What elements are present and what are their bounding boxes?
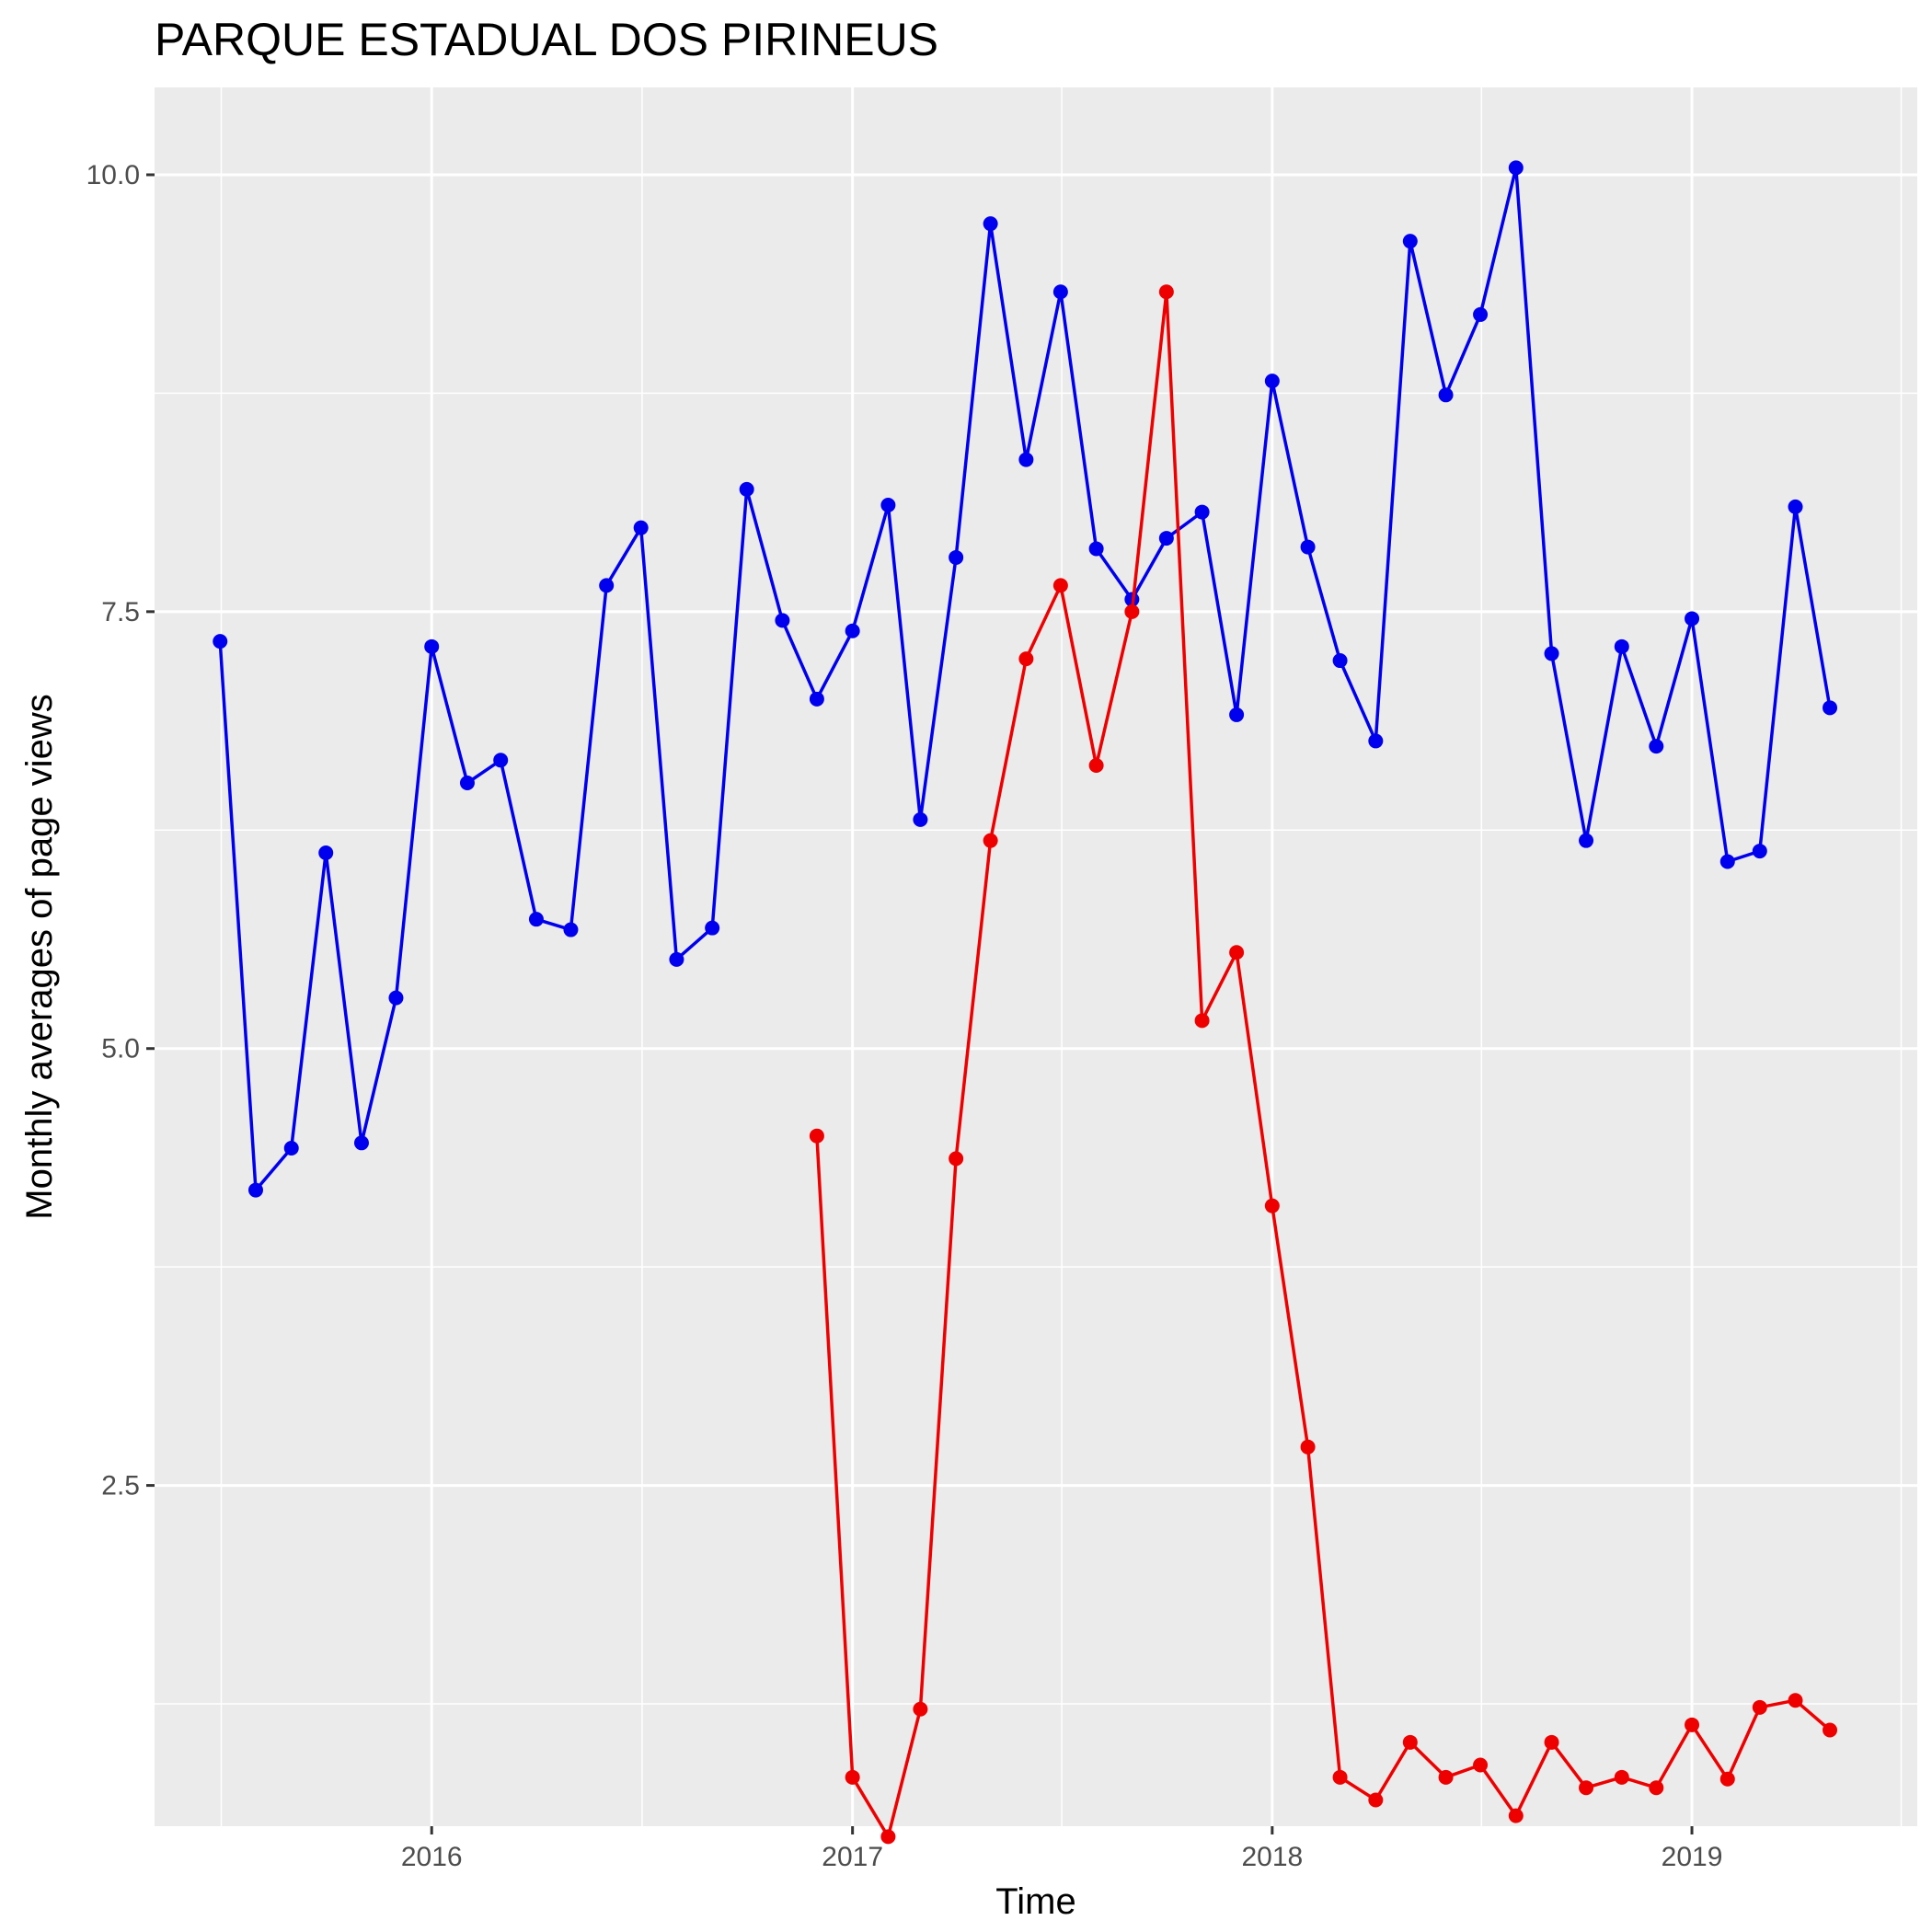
- series-1: [213, 160, 1838, 1198]
- data-point: [1788, 499, 1803, 514]
- data-point: [353, 1135, 369, 1151]
- data-point: [1719, 1771, 1735, 1787]
- data-point: [1332, 1769, 1348, 1785]
- data-point: [1368, 733, 1384, 749]
- x-tick-label: 2016: [401, 1842, 463, 1872]
- data-point: [845, 1769, 860, 1785]
- data-point: [809, 1128, 824, 1144]
- plot-panel: [155, 87, 1917, 1826]
- data-point: [1544, 1734, 1559, 1750]
- x-tick-label: 2017: [822, 1842, 883, 1872]
- data-point: [318, 845, 334, 860]
- data-point: [1752, 1699, 1767, 1715]
- y-tick-label: 2.5: [101, 1471, 140, 1501]
- data-point: [1614, 638, 1629, 654]
- data-point: [809, 691, 824, 707]
- data-point: [669, 951, 684, 967]
- series-layer: [213, 160, 1838, 1845]
- data-point: [1229, 945, 1245, 960]
- data-point: [633, 520, 649, 535]
- data-point: [1438, 387, 1454, 403]
- data-point: [913, 811, 928, 827]
- data-point: [1823, 1722, 1838, 1738]
- major-gridlines: [155, 87, 1917, 1826]
- data-point: [775, 613, 790, 628]
- data-point: [1473, 1757, 1489, 1773]
- data-point: [1052, 284, 1068, 300]
- data-point: [1685, 611, 1700, 627]
- data-point: [1264, 1198, 1280, 1213]
- axes-layer: 2.5 5.0 7.5 10.0 2016 2017 2018 2019: [86, 160, 1723, 1872]
- data-point: [1752, 844, 1767, 859]
- data-point: [880, 497, 896, 512]
- data-point: [1229, 707, 1245, 722]
- data-point: [388, 990, 404, 1006]
- data-point: [1685, 1717, 1700, 1732]
- data-point: [283, 1140, 299, 1156]
- data-point: [528, 912, 544, 927]
- data-point: [1264, 374, 1280, 389]
- data-point: [1402, 234, 1418, 249]
- data-point: [1300, 1439, 1316, 1455]
- data-point: [1508, 1808, 1524, 1823]
- data-point: [1544, 646, 1559, 661]
- data-point: [705, 920, 720, 936]
- data-point: [1018, 651, 1034, 667]
- y-axis-title: Monthly averages of page views: [19, 694, 60, 1219]
- data-point: [983, 216, 998, 232]
- data-point: [983, 833, 998, 848]
- minor-gridlines: [155, 87, 1917, 1826]
- data-point: [739, 481, 754, 497]
- data-point: [1508, 160, 1524, 176]
- y-tick-label: 10.0: [86, 160, 140, 190]
- x-tick-label: 2018: [1241, 1842, 1303, 1872]
- data-point: [1088, 541, 1104, 557]
- data-point: [1018, 452, 1034, 467]
- data-point: [880, 1829, 896, 1845]
- data-point: [1473, 306, 1489, 322]
- data-point: [247, 1182, 263, 1198]
- data-point: [1052, 578, 1068, 593]
- data-point: [1788, 1693, 1803, 1708]
- data-point: [1124, 604, 1140, 619]
- data-point: [1719, 854, 1735, 869]
- data-point: [949, 1151, 964, 1167]
- data-point: [424, 638, 440, 654]
- data-point: [1332, 653, 1348, 669]
- x-axis-title: Time: [995, 1881, 1075, 1922]
- data-point: [1194, 504, 1210, 520]
- y-tick-label: 7.5: [101, 597, 140, 627]
- series-2: [809, 284, 1838, 1845]
- data-point: [1088, 758, 1104, 774]
- data-point: [1158, 531, 1174, 546]
- data-point: [949, 549, 964, 565]
- data-point: [213, 634, 228, 650]
- y-tick-label: 5.0: [101, 1034, 140, 1064]
- data-point: [1194, 1013, 1210, 1029]
- data-point: [1438, 1769, 1454, 1785]
- data-point: [563, 922, 579, 937]
- data-point: [1158, 284, 1174, 300]
- chart-title: PARQUE ESTADUAL DOS PIRINEUS: [155, 14, 939, 65]
- data-point: [1402, 1734, 1418, 1750]
- data-point: [1579, 1780, 1594, 1796]
- data-point: [1649, 1780, 1664, 1796]
- data-point: [845, 623, 860, 638]
- series-line: [815, 290, 1832, 1839]
- data-point: [1300, 539, 1316, 555]
- data-point: [493, 753, 509, 768]
- data-point: [599, 578, 615, 593]
- data-point: [913, 1701, 928, 1717]
- data-point: [1614, 1769, 1629, 1785]
- data-point: [1368, 1792, 1384, 1808]
- data-point: [1649, 739, 1664, 754]
- x-tick-label: 2019: [1662, 1842, 1723, 1872]
- data-point: [1823, 700, 1838, 716]
- data-point: [1579, 833, 1594, 848]
- data-point: [459, 776, 475, 790]
